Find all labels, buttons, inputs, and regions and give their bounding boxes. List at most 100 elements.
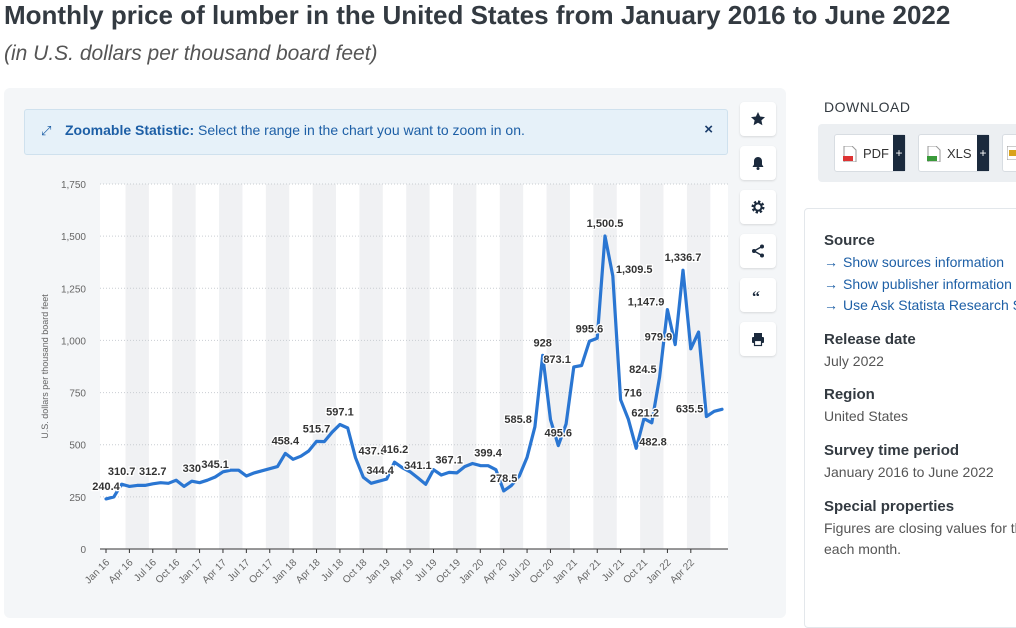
x-tick-label: Jan 21 <box>551 557 580 586</box>
notification-button[interactable] <box>740 146 776 180</box>
show-sources-link[interactable]: → Show sources information <box>824 254 1005 270</box>
image-file-icon <box>1007 146 1016 160</box>
plot-band <box>312 184 337 549</box>
survey-period-heading: Survey time period <box>824 442 960 459</box>
plot-band <box>593 184 617 549</box>
xls-label: XLS <box>947 146 972 161</box>
xls-file-icon <box>927 146 941 162</box>
data-label: 495.6 <box>544 428 572 440</box>
x-tick-label: Oct 21 <box>622 557 651 586</box>
page-subtitle: (in U.S. dollars per thousand board feet… <box>4 42 378 65</box>
x-tick-label: Apr 21 <box>575 557 604 586</box>
close-icon[interactable]: × <box>704 121 713 138</box>
zoom-banner: ⤢ Zoomable Statistic: Select the range i… <box>24 109 728 155</box>
data-label: 621.2 <box>631 407 659 419</box>
x-tick-label: Jan 20 <box>457 557 486 586</box>
show-publisher-link[interactable]: → Show publisher information <box>824 276 1012 292</box>
special-properties-heading: Special properties <box>824 498 955 515</box>
arrow-right-icon: → <box>824 254 838 270</box>
line-chart[interactable]: 0 250 500 750 1,000 1,250 1,500 1,750 U.S. dolla… <box>0 0 1016 613</box>
data-label: 240.4 <box>92 481 120 493</box>
data-label: 515.7 <box>303 423 331 435</box>
arrow-right-icon: → <box>824 276 838 292</box>
plot-band <box>546 184 570 549</box>
print-button[interactable] <box>740 322 776 356</box>
data-label: 716 <box>624 388 642 400</box>
data-label: 597.1 <box>326 406 354 418</box>
data-label: 482.8 <box>639 436 667 448</box>
plot-band <box>125 184 149 549</box>
bell-icon <box>752 157 764 170</box>
plot-band <box>452 184 477 549</box>
pdf-file-icon <box>843 146 857 162</box>
download-heading: DOWNLOAD <box>824 99 911 115</box>
y-axis-title: U.S. dollars per thousand board feet <box>40 294 50 439</box>
special-properties-line2: each month. <box>824 541 902 557</box>
y-tick-label: 1,250 <box>61 284 86 295</box>
x-tick-label: Jan 17 <box>177 557 206 586</box>
x-tick-label: Oct 17 <box>247 557 276 586</box>
y-tick-label: 0 <box>80 545 86 556</box>
info-card <box>804 208 1016 628</box>
share-button[interactable] <box>740 234 776 268</box>
data-label: 995.6 <box>576 323 604 335</box>
zoom-banner-text: Select the range in the chart you want t… <box>198 122 525 138</box>
ask-statista-link[interactable]: →Use Ask Statista Research Service <box>824 297 1016 313</box>
plus-icon: + <box>893 135 905 171</box>
plot-band <box>499 184 524 549</box>
data-label: 458.4 <box>272 435 300 447</box>
download-pdf-button[interactable]: PDF + <box>834 134 906 172</box>
data-label: 416.2 <box>381 444 409 456</box>
data-label: 585.8 <box>504 414 532 426</box>
gear-icon <box>751 200 765 214</box>
plot-band <box>359 184 383 549</box>
pdf-label: PDF <box>863 146 889 161</box>
data-label: 399.4 <box>474 448 502 460</box>
settings-button[interactable] <box>740 190 776 224</box>
x-tick-label: Oct 16 <box>154 557 183 586</box>
y-tick-label: 750 <box>69 389 86 400</box>
page-title: Monthly price of lumber in the United St… <box>4 0 951 30</box>
source-heading: Source <box>824 232 875 249</box>
x-tick-label: Apr 22 <box>668 557 697 586</box>
special-properties-line1: Figures are closing values for the <box>824 520 1016 536</box>
region-value: United States <box>824 408 909 424</box>
x-tick-label: Jan 18 <box>270 557 299 586</box>
y-tick-label: 1,750 <box>61 180 86 191</box>
plot-band <box>686 184 711 549</box>
cite-button[interactable]: “ <box>740 278 776 312</box>
data-label: 1,309.5 <box>616 264 653 276</box>
data-label: 979.9 <box>645 332 673 344</box>
expand-icon: ⤢ <box>41 123 52 138</box>
zoom-banner-label: Zoomable Statistic: <box>65 122 195 138</box>
data-label: 873.1 <box>543 354 571 366</box>
data-label: 1,336.7 <box>665 252 702 264</box>
y-tick-label: 1,000 <box>61 336 86 347</box>
star-icon <box>751 112 765 126</box>
x-tick-label: Oct 20 <box>528 557 557 586</box>
x-tick-label: Apr 19 <box>388 557 417 586</box>
download-xls-button[interactable]: XLS + <box>918 134 990 172</box>
data-label: 635.5 <box>676 403 704 415</box>
y-tick-label: 500 <box>69 441 86 452</box>
y-tick-label: 250 <box>69 493 86 504</box>
plot-band <box>219 184 243 549</box>
plot-band <box>265 184 290 549</box>
share-icon <box>752 244 764 258</box>
data-label: 1,500.5 <box>587 218 624 230</box>
data-label: 344.4 <box>366 465 394 477</box>
download-image-button[interactable] <box>1002 134 1016 172</box>
series-line <box>104 234 724 501</box>
favorite-button[interactable] <box>740 102 776 136</box>
x-tick-label: Apr 18 <box>294 557 323 586</box>
data-label: 345.1 <box>201 459 229 471</box>
plot-band <box>640 184 664 549</box>
survey-period-value: January 2016 to June 2022 <box>824 464 994 480</box>
y-tick-label: 1,500 <box>61 232 86 243</box>
release-date-value: July 2022 <box>824 353 884 369</box>
region-heading: Region <box>824 386 875 403</box>
x-tick-label: Apr 16 <box>107 557 136 586</box>
data-label: 312.7 <box>139 466 167 478</box>
x-tick-label: Oct 19 <box>434 557 463 586</box>
data-label: 824.5 <box>629 364 657 376</box>
